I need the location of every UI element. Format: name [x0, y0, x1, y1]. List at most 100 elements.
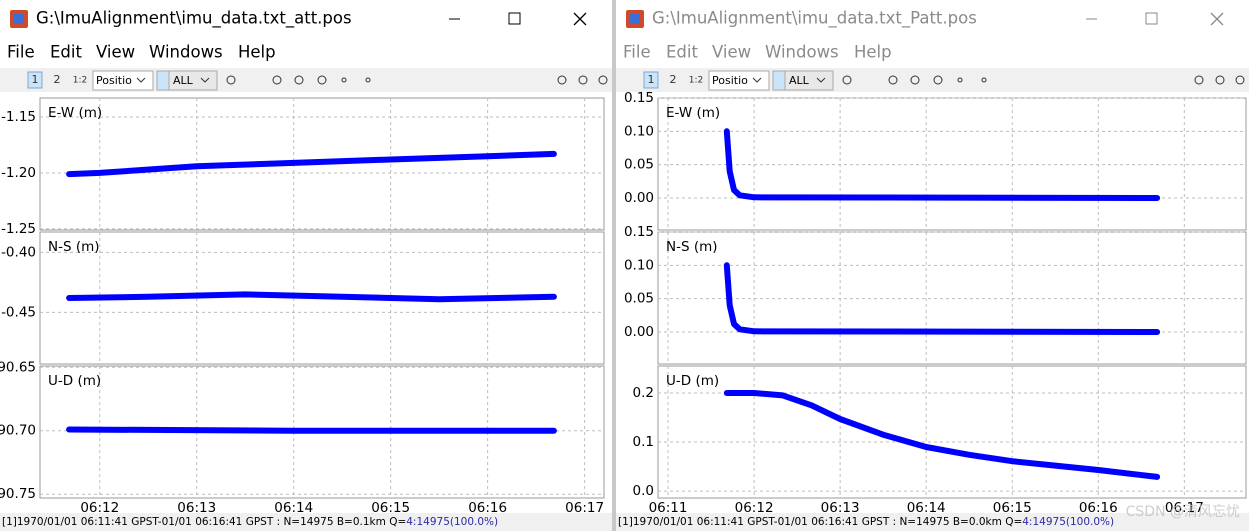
toolbar-icon[interactable] [933, 75, 943, 85]
y-tick-label: 0.15 [624, 224, 654, 240]
plot-area [657, 231, 1247, 365]
toolbar-icon[interactable] [598, 75, 608, 85]
menu-item[interactable]: View [96, 43, 135, 62]
toolbar-icon[interactable] [578, 75, 588, 85]
toolbar-icon[interactable] [341, 77, 347, 83]
status-quality: 4:14975(100.0%) [1022, 516, 1114, 528]
y-tick-label: 90.70 [0, 423, 36, 439]
status-text: [1]1970/01/01 06:11:41 GPST-01/01 06:16:… [2, 516, 498, 528]
y-tick-label: -1.15 [1, 109, 36, 125]
tab-label[interactable]: 2 [54, 73, 61, 86]
dropdown-arrow [136, 77, 146, 83]
toolbar-icon[interactable] [1215, 75, 1225, 85]
toolbar-icon[interactable] [910, 75, 920, 85]
status-info: [1]1970/01/01 06:11:41 GPST-01/01 06:16:… [2, 516, 406, 528]
window-title: G:\ImuAlignment\imu_data.txt_att.pos [36, 9, 352, 29]
title-bar [616, 0, 1249, 38]
x-tick-label: 06:13 [177, 500, 216, 516]
tab-1[interactable] [643, 71, 659, 89]
tab-label[interactable]: 1:2 [73, 76, 87, 86]
toolbar-icon[interactable] [272, 75, 282, 85]
data-line [66, 291, 557, 303]
y-tick-label: 0.10 [624, 123, 654, 139]
tab-label[interactable]: 1:2 [689, 76, 703, 86]
menu-item[interactable]: File [7, 43, 35, 62]
toolbar-icon[interactable] [317, 75, 327, 85]
x-tick-label: 06:15 [993, 500, 1032, 516]
satellites[interactable]: ALL [173, 74, 194, 87]
toolbar [0, 68, 612, 92]
y-tick-label: -1.20 [1, 165, 36, 181]
tab-label[interactable]: 1 [648, 73, 655, 86]
watermark: CSDN @清风忘忧 [1126, 504, 1240, 520]
menu-item[interactable]: Windows [149, 43, 223, 62]
status-bar [0, 513, 612, 531]
dropdown-arrow [200, 77, 210, 83]
x-tick-label: 06:14 [907, 500, 946, 516]
plot-type[interactable]: Positio [712, 74, 748, 87]
y-tick-label: 90.65 [0, 359, 36, 375]
tab-1[interactable] [27, 71, 43, 89]
sat-spin [156, 70, 170, 91]
menu-item[interactable]: Edit [666, 43, 698, 62]
toolbar-icon[interactable] [981, 77, 987, 83]
menu-item[interactable]: Windows [765, 43, 839, 62]
toolbar-icon[interactable] [557, 75, 567, 85]
y-tick-label: 0.15 [624, 90, 654, 106]
plot-area [657, 97, 1247, 231]
data-line [723, 390, 1161, 480]
x-tick-label: 06:17 [1165, 500, 1204, 516]
toolbar-icon[interactable] [1235, 75, 1245, 85]
toolbar-icon[interactable] [1194, 75, 1204, 85]
dropdown-arrow [816, 77, 826, 83]
toolbar-icon[interactable] [888, 75, 898, 85]
close-button[interactable] [1210, 12, 1224, 26]
maximize-button[interactable] [1145, 12, 1158, 25]
close-button[interactable] [573, 12, 587, 26]
plot-type[interactable]: Positio [96, 74, 132, 87]
satellites[interactable]: ALL [789, 74, 810, 87]
sat-spin [772, 70, 786, 91]
window-divider [612, 0, 616, 531]
plot-type-select[interactable] [92, 70, 154, 91]
data-line [723, 128, 1161, 201]
y-tick-label: -0.40 [1, 244, 36, 260]
status-bar [616, 513, 1249, 531]
panel-label: N-S (m) [666, 239, 718, 255]
toolbar-icon[interactable] [957, 77, 963, 83]
y-tick-label: 0.2 [633, 385, 654, 401]
y-tick-label: -1.25 [1, 221, 36, 237]
panel-label: E-W (m) [48, 105, 102, 121]
menu-item[interactable]: View [712, 43, 751, 62]
toolbar-icon[interactable] [226, 75, 236, 85]
x-tick-label: 06:16 [1079, 500, 1118, 516]
y-tick-label: 0.00 [624, 190, 654, 206]
toolbar-icon[interactable] [294, 75, 304, 85]
plot-type-select[interactable] [708, 70, 770, 91]
app-icon-inner [14, 14, 24, 24]
panel-label: U-D (m) [666, 373, 719, 389]
y-tick-label: 90.75 [0, 486, 36, 502]
status-quality: 4:14975(100.0%) [406, 516, 498, 528]
window: G:\ImuAlignment\imu_data.txt_Patt.posFil… [616, 0, 1249, 531]
maximize-button[interactable] [508, 12, 521, 25]
menu-item[interactable]: Edit [50, 43, 82, 62]
y-tick-label: 0.00 [624, 324, 654, 340]
y-tick-label: 0.05 [624, 157, 654, 173]
tab-label[interactable]: 2 [670, 73, 677, 86]
x-tick-label: 06:17 [565, 500, 604, 516]
menu-item[interactable]: File [623, 43, 651, 62]
toolbar-icon[interactable] [842, 75, 852, 85]
menu-item[interactable]: Help [854, 43, 892, 62]
menu-item[interactable]: Help [238, 43, 276, 62]
y-tick-label: 0.05 [624, 291, 654, 307]
dropdown-arrow [752, 77, 762, 83]
panel-label: U-D (m) [48, 373, 101, 389]
toolbar-icon[interactable] [365, 77, 371, 83]
tab-label[interactable]: 1 [32, 73, 39, 86]
data-line [66, 150, 557, 178]
data-line [66, 426, 557, 434]
x-tick-label: 06:11 [649, 500, 688, 516]
y-tick-label: 0.10 [624, 257, 654, 273]
